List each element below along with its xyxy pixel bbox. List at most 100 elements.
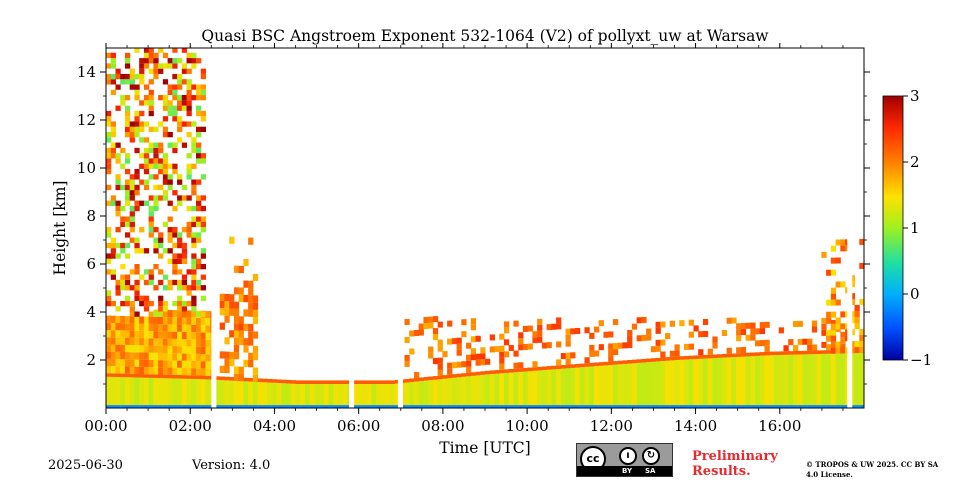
heatmap-cell [745,352,751,357]
heatmap-cell [167,89,173,96]
heatmap-cell [162,174,169,180]
heatmap-cell [816,350,822,354]
heatmap-cell [271,379,278,383]
heatmap-cell [243,405,249,408]
heatmap-cell [205,361,211,369]
heatmap-cell [181,184,188,191]
heatmap-cell [158,184,164,191]
heatmap-cell [129,84,135,90]
heatmap-cell [186,89,192,96]
heatmap-cell [139,100,145,106]
heatmap-cell [139,179,145,185]
heatmap-cell [181,253,188,259]
heatmap-cell [224,301,230,309]
heatmap-cell [153,405,159,408]
heatmap-cell [177,279,183,286]
heatmap-cell [143,330,150,339]
heatmap-cell [556,341,562,348]
heatmap-cell [120,366,126,374]
heatmap-cell [196,379,202,407]
heatmap-cell [148,269,154,275]
heatmap-cell [646,362,652,407]
heatmap-cell [148,323,154,332]
heatmap-cell [456,349,462,356]
heatmap-cell [158,253,164,259]
heatmap-cell [532,370,538,407]
heatmap-cell [167,378,173,407]
heatmap-cell [788,351,794,355]
heatmap-cell [489,405,495,408]
heatmap-cell [172,300,178,307]
heatmap-cell [593,366,600,407]
heatmap-cell [148,367,154,375]
heatmap-cell [162,300,169,307]
heatmap-cell [172,242,178,249]
heatmap-cell [106,147,112,154]
heatmap-cell [181,258,188,264]
heatmap-cell [200,311,206,317]
heatmap-cell [854,353,860,407]
heatmap-cell [181,105,188,111]
heatmap-cell [736,356,742,407]
heatmap-cell [698,355,704,359]
heatmap-cell [172,63,178,69]
heatmap-cell [854,317,860,324]
heatmap-cell [650,405,657,408]
heatmap-cell [143,100,150,106]
heatmap-cell [466,342,472,349]
heatmap-cell [139,359,145,367]
heatmap-cell [518,344,524,351]
heatmap-cell [252,345,259,354]
heatmap-cell [608,355,614,362]
heatmap-cell [177,79,183,85]
heatmap-cell [494,373,500,407]
heatmap-cell [816,354,822,407]
heatmap-cell [172,205,178,212]
heatmap-cell [726,317,732,324]
heatmap-cell [826,299,832,306]
sa-label: SA [645,467,656,475]
heatmap-cell [115,351,121,360]
heatmap-cell [134,200,140,206]
heatmap-cell [181,195,188,201]
heatmap-cell [143,306,150,312]
heatmap-cell [120,163,126,169]
heatmap-cell [181,367,188,376]
heatmap-cell [115,315,121,324]
heatmap-cell [745,334,751,341]
heatmap-cell [854,341,860,348]
heatmap-cell [153,227,159,233]
heatmap-cell [361,405,368,408]
heatmap-cell [233,337,240,345]
heatmap-cell [840,337,846,344]
heatmap-cell [840,405,846,408]
heatmap-cell [859,328,865,335]
heatmap-cell [162,95,169,101]
heatmap-cell [162,285,169,291]
heatmap-cell [143,168,150,175]
heatmap-cell [167,110,173,117]
heatmap-cell [172,253,178,259]
heatmap-cell [153,163,159,169]
heatmap-cell [413,372,420,378]
heatmap-cell [205,405,211,408]
heatmap-cell [437,357,443,364]
heatmap-cell [139,163,145,169]
heatmap-cell [262,382,268,407]
heatmap-cell [158,121,164,127]
heatmap-cell [830,347,837,354]
heatmap-cell [442,405,448,408]
heatmap-cell [432,358,439,365]
heatmap-cell [252,331,259,339]
heatmap-cell [418,377,424,382]
heatmap-cell [162,405,169,408]
heatmap-cell [745,405,751,408]
heatmap-cell [835,239,841,246]
heatmap-cell [124,377,131,407]
heatmap-cell [167,237,173,243]
heatmap-cell [172,95,178,101]
heatmap-cell [598,344,604,351]
heatmap-cell [120,344,126,352]
heatmap-cell [172,110,178,117]
heatmap-cell [181,274,188,280]
